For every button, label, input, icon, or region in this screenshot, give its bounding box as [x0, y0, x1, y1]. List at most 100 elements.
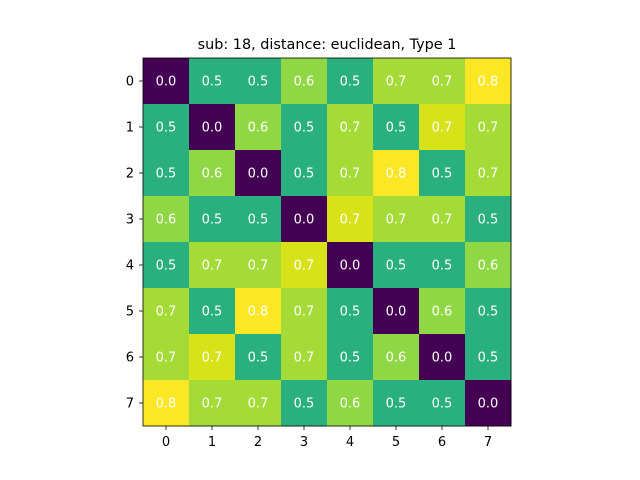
- heatmap-cell: [143, 380, 190, 427]
- cell-value-label: 0.6: [340, 397, 361, 412]
- heatmap-cell: [373, 150, 420, 197]
- cell-value-label: 0.5: [156, 121, 177, 136]
- cell-value-label: 0.0: [294, 213, 315, 228]
- y-tick-label: 6: [126, 351, 134, 366]
- cell-value-label: 0.5: [156, 259, 177, 274]
- cell-value-label: 0.5: [478, 351, 499, 366]
- heatmap-cell: [143, 242, 190, 289]
- heatmap-cell: [327, 242, 374, 289]
- heatmap-cell: [235, 380, 282, 427]
- cell-value-label: 0.7: [340, 121, 361, 136]
- heatmap-cell: [281, 242, 328, 289]
- cell-value-label: 0.5: [340, 351, 361, 366]
- heatmap-cell: [281, 150, 328, 197]
- heatmap-cell: [465, 288, 512, 335]
- cell-value-label: 0.5: [432, 397, 453, 412]
- heatmap-cell: [327, 288, 374, 335]
- cell-value-label: 0.7: [432, 121, 453, 136]
- heatmap-cell: [189, 104, 236, 151]
- y-tick-label: 1: [126, 121, 134, 136]
- x-axis-ticks: 0 1 2 3 4 5 6 7: [162, 426, 492, 450]
- heatmap-cell: [419, 104, 466, 151]
- cell-value-label: 0.7: [248, 259, 269, 274]
- cell-value-label: 0.5: [202, 305, 223, 320]
- heatmap-cell: [465, 196, 512, 243]
- x-tick-label: 6: [438, 435, 446, 450]
- heatmap-cell: [281, 104, 328, 151]
- heatmap-cell: [189, 58, 236, 105]
- heatmap-cell: [235, 196, 282, 243]
- cell-value-label: 0.0: [386, 305, 407, 320]
- cell-value-label: 0.6: [478, 259, 499, 274]
- x-tick-label: 4: [346, 435, 354, 450]
- heatmap-cell: [281, 58, 328, 105]
- heatmap-cell: [465, 104, 512, 151]
- x-tick-label: 7: [484, 435, 492, 450]
- cell-value-label: 0.7: [294, 259, 315, 274]
- heatmap-cell: [373, 334, 420, 381]
- heatmap-cell: [189, 242, 236, 289]
- cell-value-label: 0.7: [432, 75, 453, 90]
- heatmap-cell: [373, 242, 420, 289]
- cell-value-label: 0.7: [340, 167, 361, 182]
- cell-value-label: 0.7: [156, 351, 177, 366]
- cell-value-label: 0.0: [478, 397, 499, 412]
- cell-value-label: 0.5: [294, 397, 315, 412]
- heatmap-cell: [419, 196, 466, 243]
- x-tick-label: 2: [254, 435, 262, 450]
- cell-value-label: 0.0: [202, 121, 223, 136]
- cell-value-label: 0.7: [478, 121, 499, 136]
- cell-value-labels: 0.0 0.5 0.5 0.6 0.5 0.7 0.7 0.8 0.5 0.0 0.6 0.5 0.7 0…: [156, 75, 499, 412]
- heatmap-cell: [143, 150, 190, 197]
- cell-value-label: 0.7: [202, 397, 223, 412]
- heatmap-cell: [465, 150, 512, 197]
- cell-value-label: 0.7: [386, 213, 407, 228]
- x-tick-label: 0: [162, 435, 170, 450]
- cell-value-label: 0.6: [386, 351, 407, 366]
- cell-value-label: 0.0: [248, 167, 269, 182]
- heatmap-cell: [465, 242, 512, 289]
- cell-value-label: 0.0: [340, 259, 361, 274]
- cell-value-label: 0.5: [202, 75, 223, 90]
- cell-value-label: 0.7: [386, 75, 407, 90]
- cell-value-label: 0.7: [202, 351, 223, 366]
- heatmap-cell: [419, 288, 466, 335]
- y-tick-label: 7: [126, 397, 134, 412]
- heatmap-cell: [235, 104, 282, 151]
- heatmap-cell: [327, 334, 374, 381]
- x-tick-label: 1: [208, 435, 216, 450]
- cell-value-label: 0.5: [294, 121, 315, 136]
- cell-value-label: 0.5: [386, 259, 407, 274]
- cell-value-label: 0.8: [156, 397, 177, 412]
- heatmap-cell: [419, 150, 466, 197]
- heatmap-cell: [419, 334, 466, 381]
- heatmap-cell: [189, 334, 236, 381]
- cell-value-label: 0.8: [248, 305, 269, 320]
- heatmap-cell: [281, 288, 328, 335]
- cell-value-label: 0.7: [432, 213, 453, 228]
- cell-value-label: 0.7: [248, 397, 269, 412]
- y-tick-label: 2: [126, 167, 134, 182]
- heatmap-cell: [235, 150, 282, 197]
- heatmap-cell: [235, 58, 282, 105]
- heatmap-cell: [235, 242, 282, 289]
- heatmap-cell: [281, 334, 328, 381]
- plot-frame: [142, 57, 512, 427]
- heatmap-cell: [465, 380, 512, 427]
- heatmap-cell: [143, 58, 190, 105]
- cell-value-label: 0.7: [340, 213, 361, 228]
- cell-value-label: 0.7: [294, 351, 315, 366]
- cell-value-label: 0.5: [156, 167, 177, 182]
- x-tick-label: 3: [300, 435, 308, 450]
- heatmap-cell: [373, 196, 420, 243]
- cell-value-label: 0.5: [248, 213, 269, 228]
- heatmap-cell: [235, 334, 282, 381]
- heatmap-cells: [143, 58, 512, 427]
- heatmap-cell: [189, 288, 236, 335]
- heatmap-cell: [373, 380, 420, 427]
- heatmap-cell: [143, 334, 190, 381]
- cell-value-label: 0.7: [156, 305, 177, 320]
- cell-value-label: 0.5: [340, 75, 361, 90]
- cell-value-label: 0.6: [248, 121, 269, 136]
